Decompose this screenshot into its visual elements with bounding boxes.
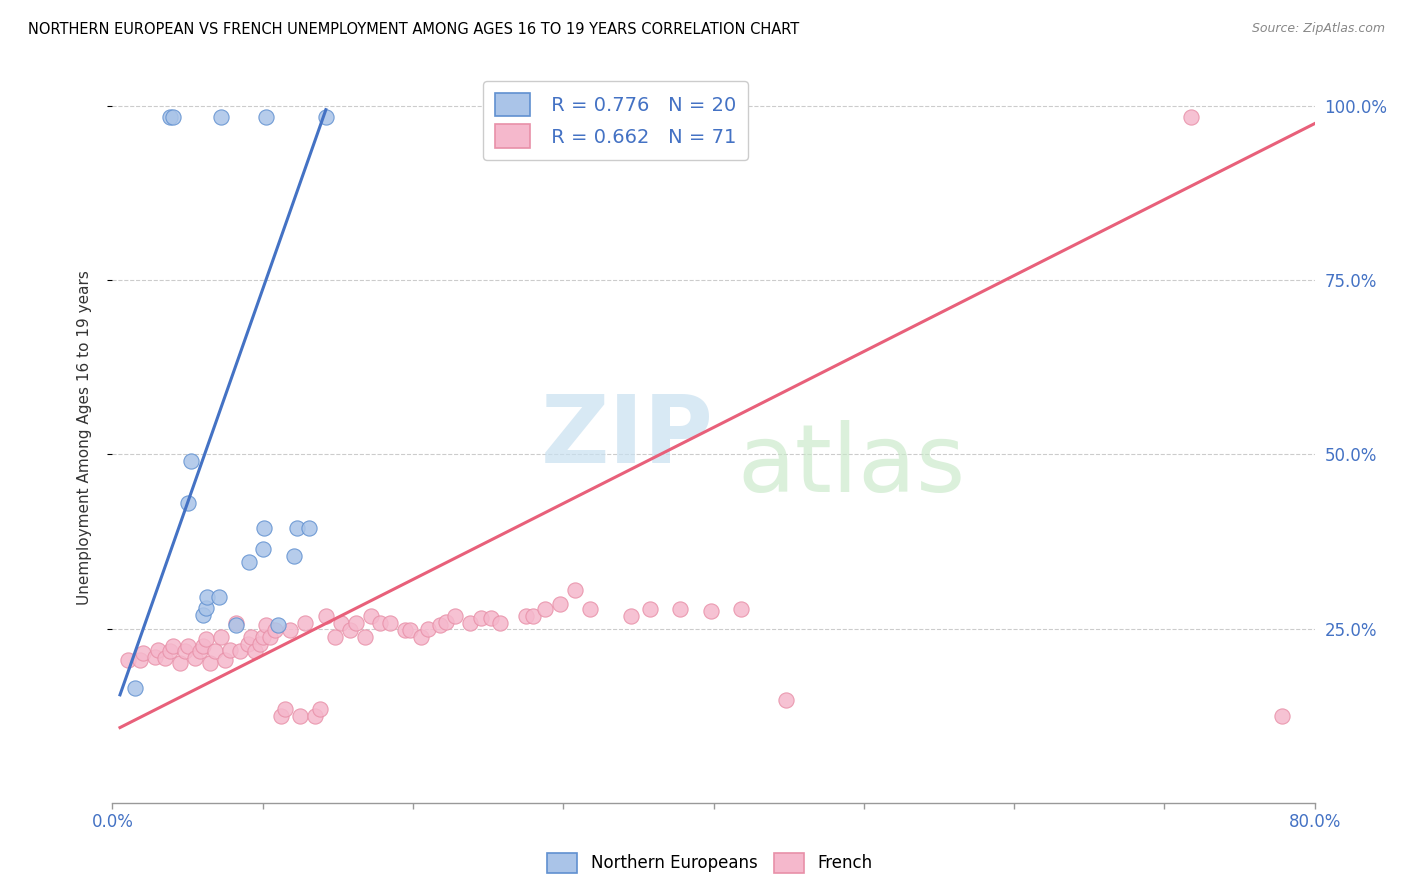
Point	[195, 591, 218, 605]
Point	[394, 623, 416, 637]
Point	[1270, 708, 1292, 723]
Text: ZIP: ZIP	[541, 391, 713, 483]
Point	[259, 630, 281, 644]
Point	[176, 496, 198, 510]
Point	[117, 653, 139, 667]
Point	[399, 623, 422, 637]
Point	[283, 549, 305, 563]
Point	[699, 604, 721, 618]
Point	[188, 644, 211, 658]
Point	[198, 657, 221, 671]
Point	[124, 681, 146, 695]
Point	[254, 618, 277, 632]
Point	[263, 623, 285, 637]
Point	[131, 646, 153, 660]
Point	[270, 708, 292, 723]
Point	[360, 609, 382, 624]
Point	[249, 637, 271, 651]
Point	[339, 623, 361, 637]
Point	[344, 616, 367, 631]
Point	[225, 616, 247, 631]
Point	[191, 607, 214, 622]
Point	[1180, 110, 1202, 124]
Point	[515, 609, 537, 624]
Point	[444, 609, 467, 624]
Point	[620, 609, 643, 624]
Point	[236, 637, 259, 651]
Point	[522, 609, 544, 624]
Point	[278, 623, 301, 637]
Legend:  R = 0.776   N = 20,  R = 0.662   N = 71: R = 0.776 N = 20, R = 0.662 N = 71	[482, 81, 748, 160]
Point	[285, 521, 308, 535]
Point	[579, 602, 602, 616]
Point	[329, 616, 352, 631]
Point	[209, 630, 232, 644]
Point	[245, 644, 267, 658]
Point	[214, 653, 236, 667]
Point	[159, 644, 181, 658]
Point	[180, 454, 202, 468]
Point	[229, 644, 252, 658]
Text: Source: ZipAtlas.com: Source: ZipAtlas.com	[1251, 22, 1385, 36]
Point	[730, 602, 752, 616]
Point	[204, 644, 226, 658]
Point	[458, 616, 481, 631]
Point	[176, 639, 198, 653]
Point	[669, 602, 692, 616]
Point	[209, 110, 232, 124]
Point	[146, 642, 169, 657]
Point	[489, 616, 512, 631]
Point	[238, 556, 260, 570]
Point	[208, 591, 231, 605]
Point	[315, 609, 337, 624]
Point	[252, 630, 274, 644]
Point	[252, 541, 274, 556]
Point	[368, 616, 391, 631]
Point	[294, 616, 316, 631]
Point	[173, 644, 195, 658]
Point	[308, 702, 330, 716]
Point	[218, 642, 240, 657]
Point	[194, 600, 217, 615]
Point	[191, 639, 214, 653]
Point	[416, 622, 439, 636]
Point	[564, 583, 586, 598]
Point	[194, 632, 217, 646]
Point	[253, 521, 276, 535]
Point	[225, 618, 247, 632]
Point	[290, 708, 312, 723]
Point	[254, 110, 277, 124]
Point	[143, 649, 166, 664]
Point	[354, 630, 377, 644]
Point	[298, 521, 321, 535]
Text: atlas: atlas	[738, 420, 966, 512]
Point	[239, 630, 262, 644]
Point	[267, 618, 290, 632]
Point	[470, 611, 492, 625]
Point	[534, 602, 557, 616]
Text: NORTHERN EUROPEAN VS FRENCH UNEMPLOYMENT AMONG AGES 16 TO 19 YEARS CORRELATION C: NORTHERN EUROPEAN VS FRENCH UNEMPLOYMENT…	[28, 22, 800, 37]
Point	[169, 657, 191, 671]
Point	[153, 651, 176, 665]
Point	[548, 597, 571, 611]
Point	[434, 615, 457, 629]
Y-axis label: Unemployment Among Ages 16 to 19 years: Unemployment Among Ages 16 to 19 years	[77, 269, 91, 605]
Point	[315, 110, 337, 124]
Point	[479, 611, 502, 625]
Point	[162, 639, 184, 653]
Point	[429, 618, 451, 632]
Point	[128, 653, 150, 667]
Point	[274, 702, 297, 716]
Point	[184, 651, 207, 665]
Point	[323, 630, 346, 644]
Legend: Northern Europeans, French: Northern Europeans, French	[541, 847, 879, 880]
Point	[159, 110, 181, 124]
Point	[304, 708, 326, 723]
Point	[640, 602, 662, 616]
Point	[380, 616, 402, 631]
Point	[409, 630, 432, 644]
Point	[775, 692, 797, 706]
Point	[162, 110, 184, 124]
